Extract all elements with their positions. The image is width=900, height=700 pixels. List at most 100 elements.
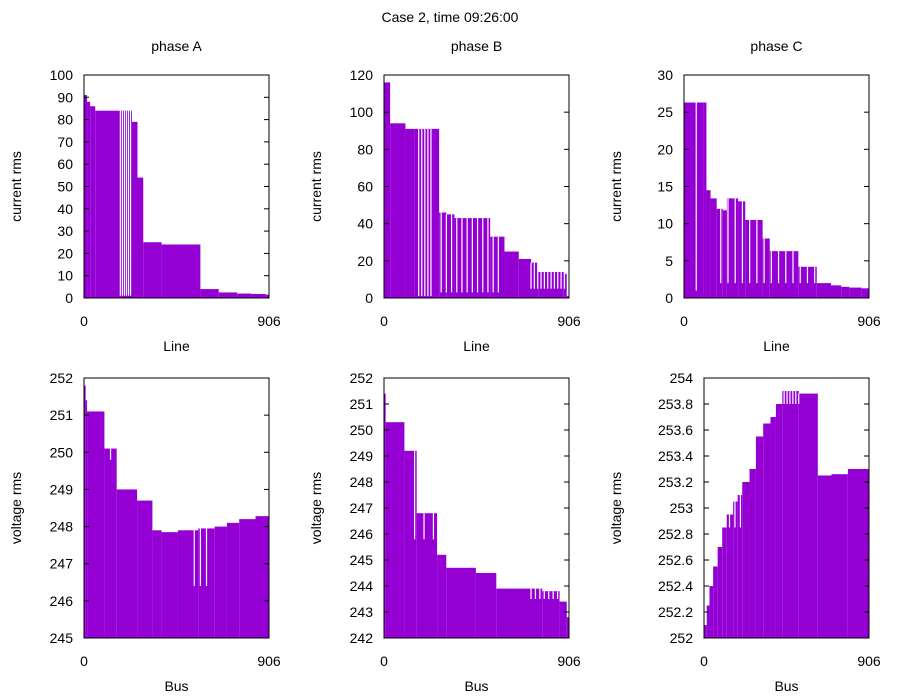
bar — [742, 482, 750, 638]
y-tick-label: 40 — [57, 201, 73, 217]
y-axis-label: current rms — [8, 151, 24, 222]
bar — [726, 514, 734, 638]
y-tick-label: 5 — [665, 253, 673, 269]
bar — [161, 244, 201, 298]
x-tick-label: 0 — [680, 313, 688, 329]
bar — [385, 422, 405, 638]
bar-gap — [763, 238, 765, 284]
y-tick-label: 0 — [665, 290, 673, 306]
chart-title: phase B — [451, 38, 502, 54]
bar — [710, 198, 717, 298]
bar-gap — [741, 201, 744, 284]
bar-gap — [547, 271, 549, 289]
bar — [87, 411, 105, 638]
bar — [775, 404, 783, 638]
y-tick-label: 20 — [357, 253, 373, 269]
x-tick-label: 906 — [857, 313, 881, 329]
y-tick-label: 20 — [657, 141, 673, 157]
bar-gap — [109, 448, 112, 460]
bar — [152, 530, 162, 638]
y-tick-label: 253.6 — [658, 422, 693, 438]
x-tick-label: 0 — [80, 653, 88, 669]
y-axis-label: current rms — [308, 151, 324, 222]
x-tick-label: 906 — [257, 313, 281, 329]
bar — [749, 469, 756, 638]
y-tick-label: 253.4 — [658, 448, 693, 464]
bar — [841, 286, 850, 298]
y-tick-label: 30 — [57, 223, 73, 239]
bar — [769, 251, 799, 298]
bar-gap — [563, 273, 566, 289]
bar — [770, 417, 776, 638]
y-tick-label: 120 — [350, 67, 374, 83]
y-tick-label: 247 — [350, 500, 374, 516]
bar-gap — [543, 591, 545, 599]
y-tick-label: 252.2 — [658, 604, 693, 620]
bar — [563, 273, 567, 298]
bar — [861, 288, 869, 298]
y-axis-label: current rms — [608, 151, 624, 222]
bar-gap — [427, 128, 429, 297]
bar — [384, 82, 391, 299]
y-tick-label: 15 — [657, 179, 673, 195]
y-tick-label: 100 — [350, 104, 374, 120]
bar-gap — [806, 266, 809, 284]
bar-gap — [424, 128, 426, 297]
figure-title: Case 2, time 09:26:00 — [382, 9, 519, 25]
bar-gap — [770, 251, 772, 284]
bar — [737, 495, 743, 638]
bar — [214, 526, 227, 638]
bar — [95, 110, 121, 299]
bar — [255, 516, 269, 638]
bar-gap — [548, 591, 550, 599]
y-tick-label: 100 — [50, 67, 74, 83]
y-axis-label: voltage rms — [308, 472, 324, 544]
bar-gap — [534, 588, 537, 599]
bar — [446, 567, 476, 638]
y-tick-label: 90 — [57, 89, 73, 105]
bar-gap — [785, 251, 787, 284]
bars — [84, 95, 269, 299]
bar — [218, 292, 238, 298]
bar-gap — [795, 391, 797, 404]
y-tick-label: 30 — [657, 67, 673, 83]
bar — [763, 423, 771, 638]
bar-gap — [789, 391, 791, 404]
y-tick-label: 246 — [350, 526, 374, 542]
bar — [518, 258, 532, 298]
y-tick-label: 252 — [670, 630, 694, 646]
y-tick-label: 0 — [65, 290, 73, 306]
y-tick-label: 0 — [365, 290, 373, 306]
bar — [738, 201, 746, 298]
x-tick-label: 906 — [257, 653, 281, 669]
bar — [726, 198, 739, 298]
y-tick-label: 50 — [57, 179, 73, 195]
bar-gap — [749, 219, 751, 284]
bar — [817, 475, 832, 638]
bar-gap — [557, 271, 559, 289]
x-axis-label: Line — [763, 338, 790, 354]
bar — [782, 391, 799, 638]
y-axis-label: voltage rms — [608, 472, 624, 544]
bar — [137, 500, 153, 638]
bar — [722, 527, 727, 638]
y-tick-label: 251 — [50, 407, 74, 423]
bar — [405, 128, 415, 298]
bars — [384, 82, 569, 299]
bar — [404, 450, 417, 638]
bar-gap — [423, 513, 425, 540]
y-tick-label: 10 — [657, 216, 673, 232]
bar-gap — [421, 128, 423, 297]
bar — [475, 573, 497, 638]
bar — [84, 385, 86, 638]
bar — [722, 210, 727, 298]
y-tick-label: 246 — [50, 593, 74, 609]
bar-gap — [497, 236, 499, 293]
bar — [265, 294, 269, 298]
bar — [703, 102, 707, 298]
y-tick-label: 60 — [57, 156, 73, 172]
y-tick-label: 252 — [50, 370, 74, 386]
bar-gap — [445, 214, 447, 293]
bar — [104, 448, 117, 638]
